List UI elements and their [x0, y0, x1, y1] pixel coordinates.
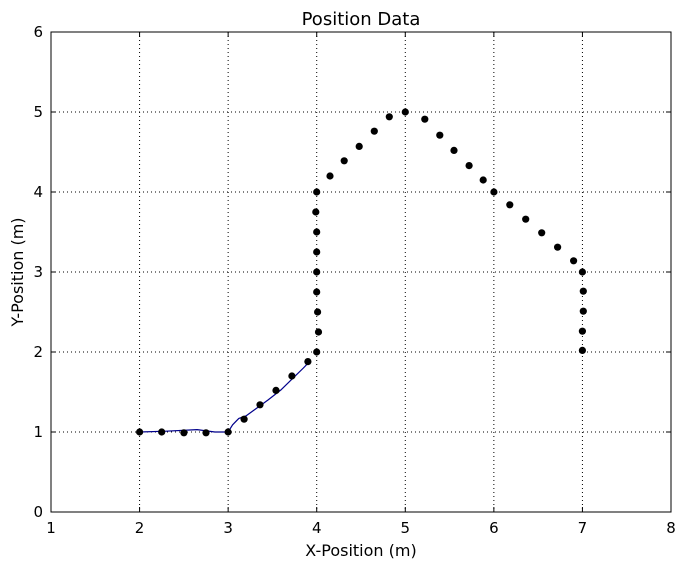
- data-point: [313, 288, 321, 296]
- data-point: [578, 327, 587, 335]
- data-point: [421, 115, 429, 123]
- x-tick-label: 2: [135, 519, 145, 537]
- data-point: [312, 208, 320, 216]
- data-point: [578, 346, 587, 354]
- data-point: [490, 188, 498, 196]
- data-point: [554, 243, 562, 251]
- x-tick-label: 8: [666, 519, 676, 537]
- x-tick-label: 3: [223, 519, 233, 537]
- data-point: [578, 268, 587, 276]
- data-point: [385, 113, 393, 121]
- data-point: [240, 415, 248, 423]
- x-axis-title: X-Position (m): [305, 541, 416, 560]
- x-tick-label: 7: [578, 519, 588, 537]
- data-point: [436, 131, 444, 139]
- data-point: [313, 188, 321, 196]
- data-point: [465, 162, 473, 170]
- data-point: [401, 108, 409, 116]
- data-point: [272, 386, 280, 394]
- data-point: [313, 348, 321, 356]
- data-point: [313, 228, 321, 236]
- data-point: [313, 248, 321, 256]
- data-point: [202, 429, 210, 437]
- x-tick-label: 6: [489, 519, 499, 537]
- y-tick-label: 3: [33, 263, 43, 281]
- data-point: [570, 257, 578, 265]
- chart-title: Position Data: [302, 9, 421, 30]
- data-point: [326, 172, 334, 180]
- data-point: [256, 401, 264, 409]
- data-point: [314, 328, 323, 336]
- data-point: [314, 308, 322, 316]
- data-point: [450, 146, 458, 154]
- data-point: [136, 428, 144, 436]
- data-point: [355, 142, 363, 150]
- data-point: [479, 176, 487, 184]
- x-tick-label: 5: [401, 519, 411, 537]
- data-point: [304, 358, 312, 366]
- data-point: [538, 229, 546, 237]
- x-tick-label: 4: [312, 519, 322, 537]
- x-tick-label: 1: [46, 519, 56, 537]
- data-point: [370, 127, 378, 135]
- y-axis-title: Y-Position (m): [8, 217, 27, 327]
- data-point: [224, 428, 232, 436]
- data-point: [180, 429, 188, 437]
- y-tick-label: 1: [33, 423, 43, 441]
- y-tick-label: 2: [33, 343, 43, 361]
- y-tick-label: 0: [33, 503, 43, 521]
- y-tick-label: 6: [33, 23, 43, 41]
- data-point: [579, 287, 587, 295]
- data-series: [136, 108, 587, 437]
- data-point: [158, 428, 166, 436]
- data-point: [340, 157, 348, 165]
- data-point: [506, 201, 514, 209]
- data-point: [313, 268, 321, 276]
- data-point: [522, 215, 530, 223]
- y-tick-label: 5: [33, 103, 43, 121]
- data-point: [579, 307, 587, 315]
- data-point: [288, 372, 296, 380]
- y-tick-label: 4: [33, 183, 43, 201]
